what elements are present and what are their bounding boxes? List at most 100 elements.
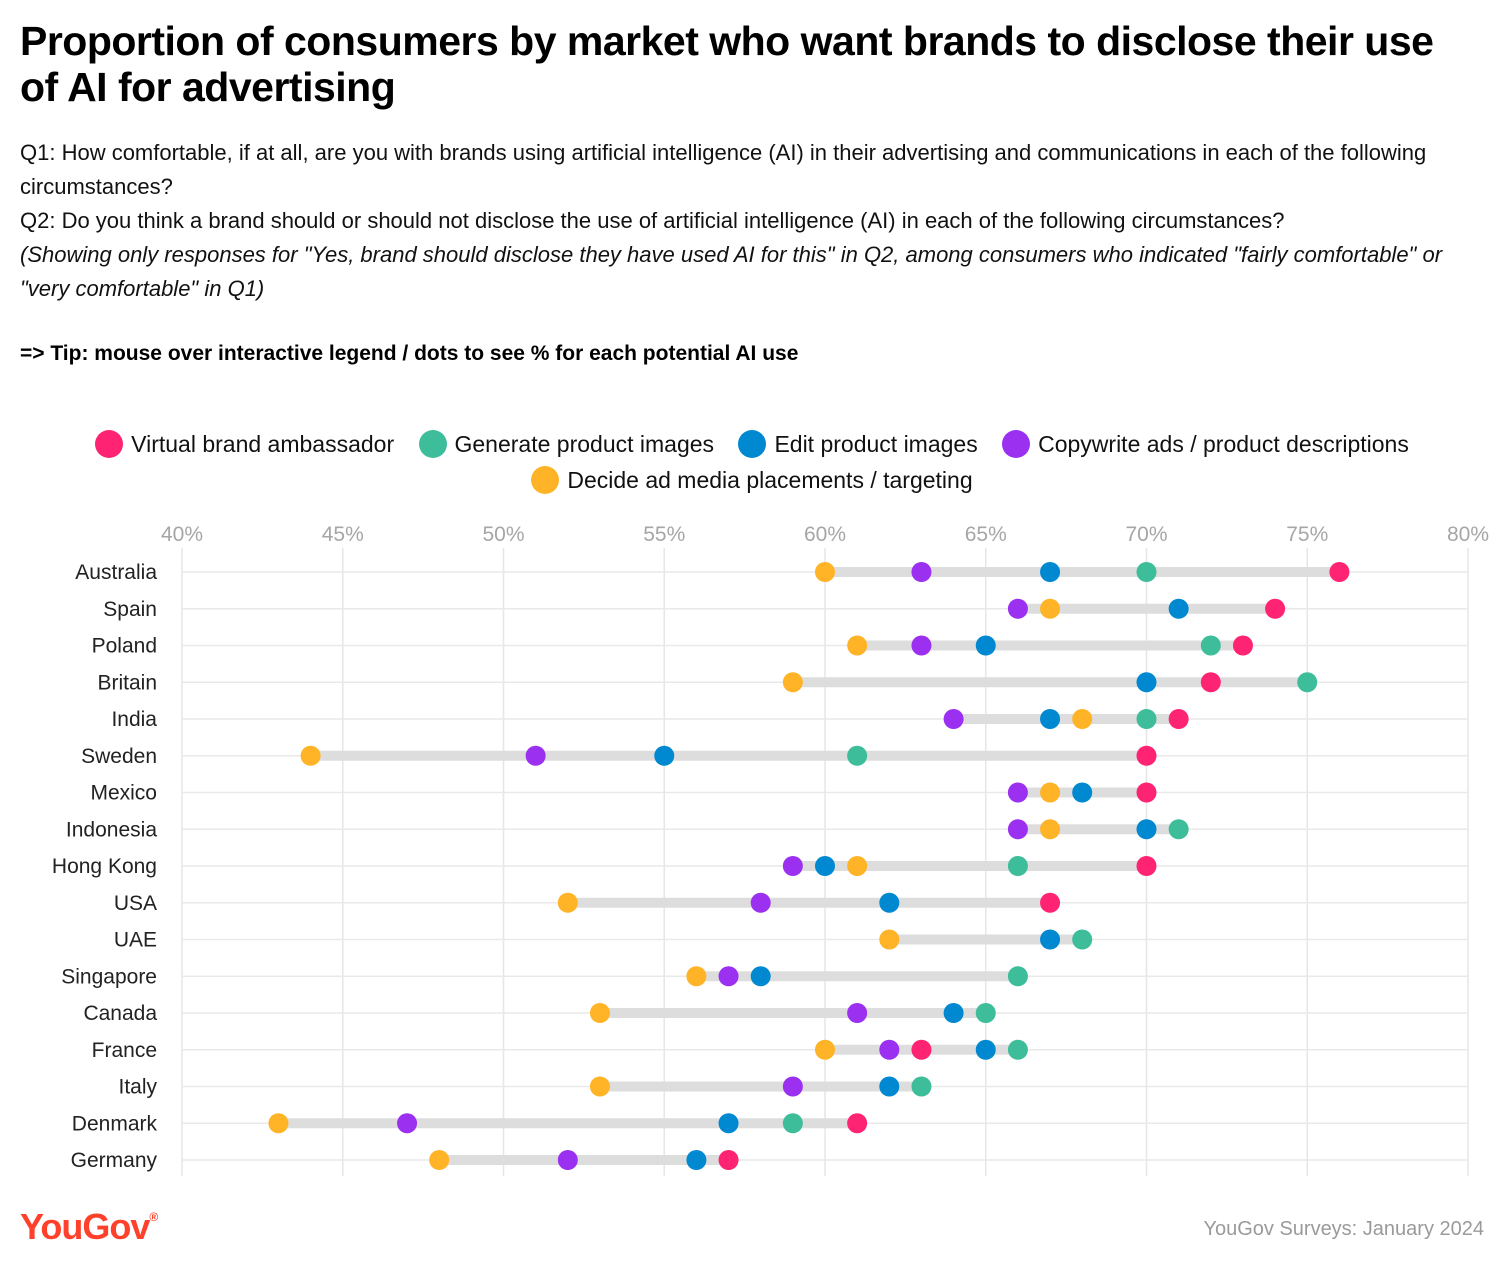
dot-generate-product-images[interactable]: Italy — Generate product images: 63% bbox=[911, 1076, 932, 1097]
dot-decide-ad-media-placements-targeting[interactable]: Australia — Decide ad media placements /… bbox=[815, 562, 835, 582]
dot-decide-ad-media-placements-targeting[interactable]: France — Decide ad media placements / ta… bbox=[815, 1039, 835, 1060]
legend-item-edit-product-images[interactable]: Edit product images bbox=[738, 426, 978, 462]
dot-decide-ad-media-placements-targeting[interactable]: Spain — Decide ad media placements / tar… bbox=[1040, 598, 1061, 619]
legend-item-virtual-brand-ambassador[interactable]: Virtual brand ambassador bbox=[95, 426, 394, 462]
x-tick-label: 75% bbox=[1286, 523, 1328, 546]
row-germany: Germany Germany — Virtual brand ambassado… bbox=[71, 1149, 1468, 1172]
dot-edit-product-images[interactable]: France — Edit product images: 65% bbox=[975, 1039, 996, 1060]
dot-decide-ad-media-placements-targeting[interactable]: Canada — Decide ad media placements / ta… bbox=[589, 1003, 610, 1023]
dot-virtual-brand-ambassador[interactable]: Mexico — Virtual brand ambassador: 70% bbox=[1136, 782, 1157, 803]
dot-edit-product-images[interactable]: Sweden — Edit product images: 55% bbox=[654, 745, 675, 766]
dot-copywrite-ads-product-descriptions[interactable]: Mexico — Copywrite ads / product descrip… bbox=[1007, 782, 1028, 803]
dot-copywrite-ads-product-descriptions[interactable]: Italy — Copywrite ads / product descript… bbox=[782, 1076, 803, 1097]
question-1: Q1: How comfortable, if at all, are you … bbox=[20, 140, 1427, 199]
row-indonesia: Indonesia Indonesia — Generate product im… bbox=[66, 818, 1468, 841]
dot-edit-product-images[interactable]: India — Edit product images: 67% bbox=[1040, 709, 1061, 729]
legend-item-generate-product-images[interactable]: Generate product images bbox=[418, 426, 715, 462]
dot-copywrite-ads-product-descriptions[interactable]: France — Copywrite ads / product descrip… bbox=[879, 1039, 900, 1060]
dot-generate-product-images[interactable]: Denmark — Generate product images: 59% bbox=[782, 1113, 803, 1134]
dot-copywrite-ads-product-descriptions[interactable]: Indonesia — Copywrite ads / product desc… bbox=[1007, 819, 1028, 840]
row-italy: Italy Italy — Generate product images: 63… bbox=[118, 1076, 1468, 1099]
dot-generate-product-images[interactable]: Australia — Generate product images: 70% bbox=[1136, 562, 1157, 582]
dot-decide-ad-media-placements-targeting[interactable]: Italy — Decide ad media placements / tar… bbox=[589, 1076, 610, 1097]
dot-decide-ad-media-placements-targeting[interactable]: Mexico — Decide ad media placements / ta… bbox=[1040, 782, 1061, 803]
dot-copywrite-ads-product-descriptions[interactable]: Denmark — Copywrite ads / product descri… bbox=[397, 1113, 418, 1134]
dot-decide-ad-media-placements-targeting[interactable]: USA — Decide ad media placements / targe… bbox=[557, 892, 578, 913]
dot-decide-ad-media-placements-targeting[interactable]: Sweden — Decide ad media placements / ta… bbox=[300, 745, 321, 766]
dot-generate-product-images[interactable]: Indonesia — Generate product images: 71% bbox=[1168, 819, 1189, 840]
legend-label: Generate product images bbox=[454, 431, 715, 457]
dot-edit-product-images[interactable]: Canada — Edit product images: 64% bbox=[943, 1003, 964, 1023]
dot-generate-product-images[interactable]: Canada — Generate product images: 65% bbox=[975, 1003, 996, 1023]
dot-generate-product-images[interactable]: Britain — Generate product images: 75% bbox=[1297, 672, 1318, 693]
dot-virtual-brand-ambassador[interactable]: Sweden — Virtual brand ambassador: 70% bbox=[1136, 745, 1157, 766]
row-hong-kong: Hong Kong Hong Kong — Virtual brand ambas… bbox=[52, 855, 1468, 878]
dot-copywrite-ads-product-descriptions[interactable]: Germany — Copywrite ads / product descri… bbox=[557, 1150, 578, 1170]
country-label: Sweden bbox=[81, 745, 157, 768]
dot-virtual-brand-ambassador[interactable]: Hong Kong — Virtual brand ambassador: 70… bbox=[1136, 856, 1157, 876]
country-label: Mexico bbox=[90, 782, 157, 805]
question-2: Q2: Do you think a brand should or shoul… bbox=[20, 208, 1285, 233]
dot-edit-product-images[interactable]: Hong Kong — Edit product images: 60% bbox=[815, 856, 835, 876]
legend-dot-icon bbox=[418, 430, 447, 458]
x-tick-label: 60% bbox=[804, 523, 846, 546]
dot-edit-product-images[interactable]: USA — Edit product images: 62% bbox=[879, 892, 900, 913]
dot-edit-product-images[interactable]: Germany — Edit product images: 56% bbox=[686, 1150, 707, 1170]
dot-decide-ad-media-placements-targeting[interactable]: UAE — Decide ad media placements / targe… bbox=[879, 929, 900, 950]
dot-edit-product-images[interactable]: Indonesia — Edit product images: 70% bbox=[1136, 819, 1157, 840]
dot-virtual-brand-ambassador[interactable]: Spain — Virtual brand ambassador: 74% bbox=[1265, 598, 1286, 619]
dot-copywrite-ads-product-descriptions[interactable]: Hong Kong — Copywrite ads / product desc… bbox=[782, 856, 803, 876]
country-label: Britain bbox=[97, 671, 157, 694]
dot-copywrite-ads-product-descriptions[interactable]: Canada — Copywrite ads / product descrip… bbox=[847, 1003, 868, 1023]
dot-decide-ad-media-placements-targeting[interactable]: Britain — Decide ad media placements / t… bbox=[782, 672, 803, 693]
dot-virtual-brand-ambassador[interactable]: Australia — Virtual brand ambassador: 76… bbox=[1329, 562, 1350, 582]
dot-edit-product-images[interactable]: Poland — Edit product images: 65% bbox=[975, 635, 996, 656]
dot-decide-ad-media-placements-targeting[interactable]: Indonesia — Decide ad media placements /… bbox=[1040, 819, 1061, 840]
dot-generate-product-images[interactable]: Hong Kong — Generate product images: 66% bbox=[1007, 856, 1028, 876]
dot-edit-product-images[interactable]: Denmark — Edit product images: 57% bbox=[718, 1113, 739, 1134]
row-canada: Canada Canada — Generate product images: … bbox=[83, 1002, 1468, 1025]
row-britain: Britain Britain — Virtual brand ambassado… bbox=[97, 671, 1468, 694]
row-spain: Spain Spain — Virtual brand ambassador: 7… bbox=[103, 598, 1468, 621]
dot-virtual-brand-ambassador[interactable]: USA — Virtual brand ambassador: 67% bbox=[1040, 892, 1061, 913]
dot-edit-product-images[interactable]: Britain — Edit product images: 70% bbox=[1136, 672, 1157, 693]
dot-decide-ad-media-placements-targeting[interactable]: Poland — Decide ad media placements / ta… bbox=[847, 635, 868, 656]
dot-copywrite-ads-product-descriptions[interactable]: India — Copywrite ads / product descript… bbox=[943, 709, 964, 729]
dot-decide-ad-media-placements-targeting[interactable]: Hong Kong — Decide ad media placements /… bbox=[847, 856, 868, 876]
country-label: Spain bbox=[103, 598, 157, 621]
country-label: Poland bbox=[92, 635, 157, 658]
country-label: UAE bbox=[114, 929, 157, 952]
dot-copywrite-ads-product-descriptions[interactable]: Sweden — Copywrite ads / product descrip… bbox=[525, 745, 546, 766]
dot-edit-product-images[interactable]: UAE — Edit product images: 67% bbox=[1040, 929, 1061, 950]
dot-generate-product-images[interactable]: Sweden — Generate product images: 61% bbox=[847, 745, 868, 766]
dot-generate-product-images[interactable]: France — Generate product images: 66% bbox=[1007, 1039, 1028, 1060]
dot-virtual-brand-ambassador[interactable]: Poland — Virtual brand ambassador: 73% bbox=[1232, 635, 1253, 656]
dot-edit-product-images[interactable]: Italy — Edit product images: 62% bbox=[879, 1076, 900, 1097]
dot-copywrite-ads-product-descriptions[interactable]: Spain — Copywrite ads / product descript… bbox=[1007, 598, 1028, 619]
dot-copywrite-ads-product-descriptions[interactable]: Australia — Copywrite ads / product desc… bbox=[911, 562, 932, 582]
dot-decide-ad-media-placements-targeting[interactable]: India — Decide ad media placements / tar… bbox=[1072, 709, 1093, 729]
dot-generate-product-images[interactable]: India — Generate product images: 70% bbox=[1136, 709, 1157, 729]
dot-range-chart: 40% 45% 50% 55% 60% 65% 70% 75% 80% AustraliaAus… bbox=[52, 523, 1489, 1176]
dot-copywrite-ads-product-descriptions[interactable]: USA — Copywrite ads / product descriptio… bbox=[750, 892, 771, 913]
dot-virtual-brand-ambassador[interactable]: Britain — Virtual brand ambassador: 72% bbox=[1200, 672, 1221, 693]
dot-virtual-brand-ambassador[interactable]: India — Virtual brand ambassador: 71% bbox=[1168, 709, 1189, 729]
dot-virtual-brand-ambassador[interactable]: France — Virtual brand ambassador: 63% bbox=[911, 1039, 932, 1060]
legend-item-decide-ad-placements[interactable]: Decide ad media placements / targeting bbox=[531, 462, 973, 498]
dot-edit-product-images[interactable]: Australia — Edit product images: 67% bbox=[1040, 562, 1061, 582]
dot-copywrite-ads-product-descriptions[interactable]: Poland — Copywrite ads / product descrip… bbox=[911, 635, 932, 656]
dot-decide-ad-media-placements-targeting[interactable]: Denmark — Decide ad media placements / t… bbox=[268, 1113, 289, 1134]
dot-generate-product-images[interactable]: UAE — Generate product images: 68% bbox=[1072, 929, 1093, 950]
dot-copywrite-ads-product-descriptions[interactable]: Singapore — Copywrite ads / product desc… bbox=[718, 966, 739, 987]
country-label: India bbox=[111, 708, 157, 731]
dot-generate-product-images[interactable]: Singapore — Generate product images: 66% bbox=[1007, 966, 1028, 987]
legend-item-copywrite-ads[interactable]: Copywrite ads / product descriptions bbox=[1002, 426, 1409, 462]
dot-edit-product-images[interactable]: Mexico — Edit product images: 68% bbox=[1072, 782, 1093, 803]
dot-virtual-brand-ambassador[interactable]: Germany — Virtual brand ambassador: 57% bbox=[718, 1150, 739, 1170]
dot-virtual-brand-ambassador[interactable]: Denmark — Virtual brand ambassador: 61% bbox=[847, 1113, 868, 1134]
dot-edit-product-images[interactable]: Spain — Edit product images: 71% bbox=[1168, 598, 1189, 619]
dot-edit-product-images[interactable]: Singapore — Edit product images: 58% bbox=[750, 966, 771, 987]
dot-decide-ad-media-placements-targeting[interactable]: Singapore — Decide ad media placements /… bbox=[686, 966, 707, 987]
dot-decide-ad-media-placements-targeting[interactable]: Germany — Decide ad media placements / t… bbox=[429, 1150, 450, 1170]
dot-generate-product-images[interactable]: Poland — Generate product images: 72% bbox=[1200, 635, 1221, 656]
